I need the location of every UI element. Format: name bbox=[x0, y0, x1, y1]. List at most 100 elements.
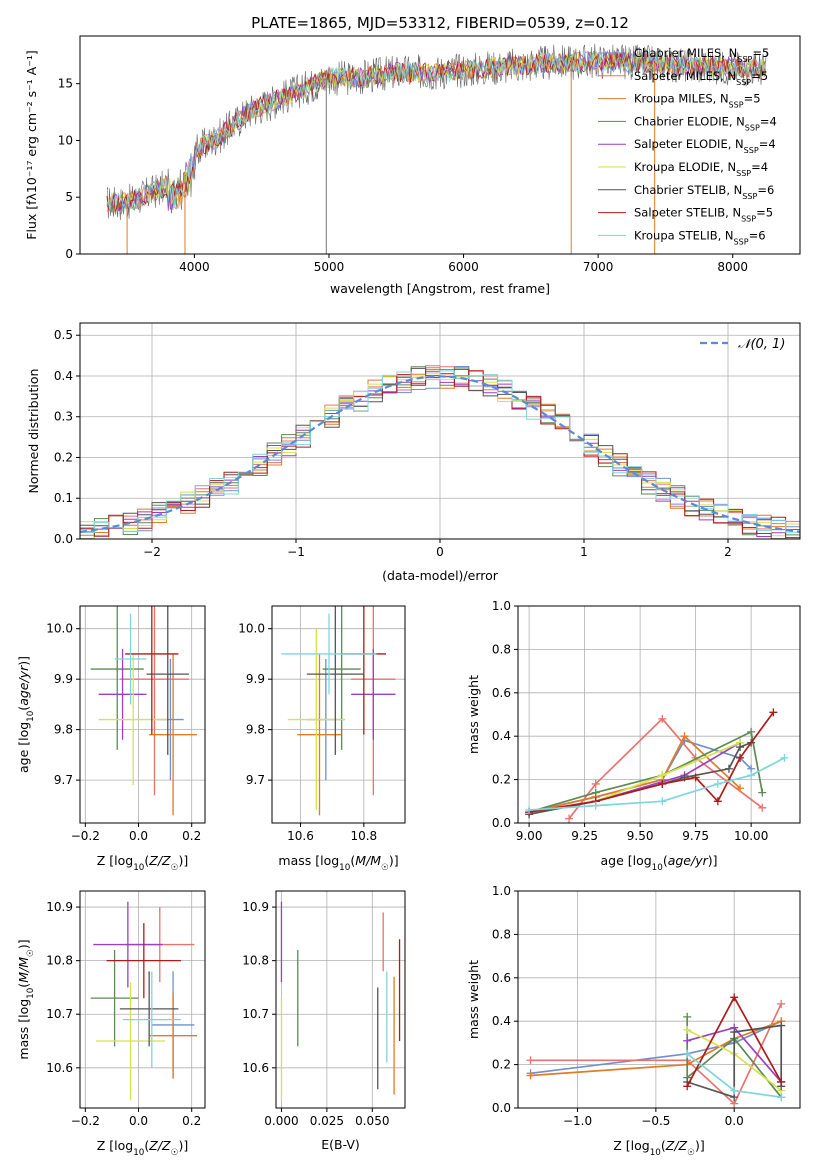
weight-marker bbox=[683, 1049, 692, 1058]
x-axis-label-part: 10 bbox=[650, 1148, 661, 1158]
x-axis-label-part: 10 bbox=[339, 863, 350, 873]
y-tick-label: 0.6 bbox=[492, 686, 511, 700]
legend-label-part: =6 bbox=[749, 228, 766, 242]
weight-marker bbox=[777, 999, 786, 1008]
x-axis-label: mass [log10(M/M☉)] bbox=[278, 853, 398, 873]
x-tick-label: 10.00 bbox=[734, 829, 768, 843]
x-axis-label-part: Z [log bbox=[613, 1138, 649, 1153]
weight-marker bbox=[691, 773, 700, 782]
weight-marker bbox=[526, 1056, 535, 1065]
y-tick-label: 10.8 bbox=[46, 954, 73, 968]
spectrum-lines bbox=[106, 43, 767, 254]
legend-label: Salpeter STELIB, NSSP=5 bbox=[634, 206, 773, 224]
y-tick-label: 0.1 bbox=[54, 491, 73, 505]
y-axis-label-part: )] bbox=[16, 939, 31, 949]
weight-marker bbox=[736, 784, 745, 793]
x-tick-label: 9.00 bbox=[516, 829, 543, 843]
x-tick-label: 9.50 bbox=[627, 829, 654, 843]
panel-6 bbox=[276, 891, 405, 1108]
legend-label: Chabrier STELIB, NSSP=6 bbox=[634, 183, 774, 201]
x-tick-label: 0.050 bbox=[355, 1114, 389, 1128]
weight-series-3 bbox=[686, 1016, 782, 1098]
legend-label-part: =4 bbox=[759, 137, 776, 151]
x-axis-label-part: Z/Z bbox=[665, 1138, 688, 1153]
y-tick-label: 0.0 bbox=[492, 816, 511, 830]
weight-marker bbox=[658, 797, 667, 806]
x-axis-label-part: ( bbox=[350, 853, 355, 868]
y-tick-label: 10.9 bbox=[46, 900, 73, 914]
weight-marker bbox=[591, 779, 600, 788]
x-tick-label: 7000 bbox=[583, 260, 614, 274]
panel-7 bbox=[518, 890, 800, 1109]
y-tick-label: 9.7 bbox=[54, 773, 73, 787]
x-tick-label: 0.0 bbox=[129, 1114, 148, 1128]
x-tick-label: 0.2 bbox=[182, 829, 201, 843]
legend-label-part: Chabrier ELODIE, N bbox=[634, 114, 745, 128]
y-tick-label: 9.8 bbox=[246, 723, 265, 737]
x-axis-label: E(B-V) bbox=[321, 1137, 360, 1152]
x-axis-label-part: 10 bbox=[133, 863, 144, 873]
x-axis-label-part: ☉ bbox=[171, 1148, 179, 1158]
weight-series-0 bbox=[530, 1020, 782, 1075]
y-tick-label: 0.3 bbox=[54, 410, 73, 424]
x-axis-label-part: 10 bbox=[133, 1148, 144, 1158]
y-tick-label: 9.9 bbox=[54, 672, 73, 686]
weight-marker bbox=[780, 753, 789, 762]
spectrum-series-8 bbox=[106, 51, 767, 212]
y-tick-label: 5 bbox=[65, 190, 73, 204]
x-tick-label: 0.025 bbox=[310, 1114, 344, 1128]
y-tick-label: 0.0 bbox=[54, 532, 73, 546]
legend-label: Kroupa STELIB, NSSP=6 bbox=[634, 228, 766, 246]
x-axis-label-part: Z/Z bbox=[148, 1138, 171, 1153]
x-axis-label-part: Z [log bbox=[97, 853, 133, 868]
y-tick-label: 1.0 bbox=[492, 599, 511, 613]
x-axis-label-part: ☉ bbox=[687, 1148, 695, 1158]
legend-label-part: SSP bbox=[736, 77, 751, 86]
y-tick-label: 0.5 bbox=[54, 328, 73, 342]
x-tick-label: 5000 bbox=[314, 260, 345, 274]
panel-5 bbox=[80, 891, 205, 1108]
x-tick-label: 10.8 bbox=[350, 829, 377, 843]
weight-marker bbox=[683, 1012, 692, 1021]
axes-frame-6 bbox=[275, 890, 406, 1109]
x-axis-label-part: age [log bbox=[600, 853, 651, 868]
y-tick-label: 0.4 bbox=[492, 1014, 511, 1028]
x-tick-label: 9.75 bbox=[682, 829, 709, 843]
x-axis-label-part: ☉ bbox=[381, 863, 389, 873]
legend-label-part: =5 bbox=[744, 92, 761, 106]
x-tick-label: 9.25 bbox=[571, 829, 598, 843]
panel-4 bbox=[518, 605, 800, 824]
y-axis-label-part: mass [log bbox=[16, 999, 31, 1060]
y-tick-label: 0.0 bbox=[492, 1101, 511, 1115]
y-axis-label: mass weight bbox=[466, 960, 481, 1039]
legend-label-part: =4 bbox=[751, 160, 768, 174]
weight-marker bbox=[658, 771, 667, 780]
legend-label-part: Salpeter ELODIE, N bbox=[634, 137, 744, 151]
weight-marker bbox=[683, 1082, 692, 1091]
x-tick-label: −1 bbox=[287, 545, 305, 559]
y-tick-label: 10.6 bbox=[46, 1061, 73, 1075]
x-tick-label: 2 bbox=[724, 545, 732, 559]
weight-marker bbox=[565, 814, 574, 823]
x-tick-label: −0.5 bbox=[641, 1114, 670, 1128]
x-axis-label-part: )] bbox=[178, 853, 188, 868]
y-tick-label: 0.4 bbox=[492, 729, 511, 743]
weight-marker bbox=[683, 1025, 692, 1034]
x-axis-label: (data-model)/error bbox=[382, 568, 499, 583]
legend-label-part: SSP bbox=[729, 100, 744, 109]
x-tick-label: 0.0 bbox=[725, 1114, 744, 1128]
weight-marker bbox=[591, 801, 600, 810]
x-tick-label: −0.2 bbox=[71, 829, 100, 843]
weight-marker bbox=[658, 779, 667, 788]
weight-marker bbox=[758, 788, 767, 797]
error-points bbox=[90, 901, 198, 1100]
weight-marker bbox=[713, 779, 722, 788]
x-axis-label: Z [log10(Z/Z☉)] bbox=[613, 1138, 704, 1158]
legend-label: Chabrier MILES, NSSP=5 bbox=[634, 46, 769, 64]
y-tick-label: 0 bbox=[65, 247, 73, 261]
x-axis-label-part: M/M bbox=[355, 853, 381, 868]
x-axis-label-part: ( bbox=[144, 853, 149, 868]
weight-marker bbox=[525, 805, 534, 814]
y-tick-label: 10 bbox=[58, 133, 73, 147]
legend-label-part: Kroupa STELIB, N bbox=[634, 228, 734, 242]
